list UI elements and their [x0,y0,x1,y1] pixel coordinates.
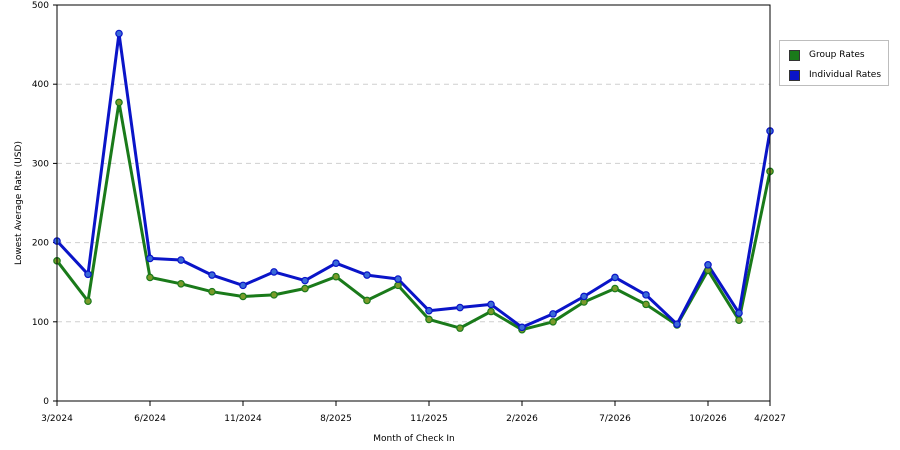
data-point-group-rates [84,297,92,306]
x-tick-label: 2/2026 [506,414,538,424]
x-tick-label: 7/2026 [599,414,631,424]
x-tick-label: 4/2027 [754,414,786,424]
data-point-group-rates [301,284,309,293]
y-tick-label: 300 [32,159,49,169]
series-line-group-rates [55,100,772,332]
data-point-individual-rates [208,271,216,279]
data-point-individual-rates [363,271,371,279]
x-axis-title: Month of Check In [373,434,455,444]
y-tick-label: 500 [32,1,49,11]
data-point-group-rates [642,300,650,309]
plot-area-frame [56,4,771,402]
data-point-individual-rates [518,323,526,332]
data-point-group-rates [394,281,402,290]
data-point-individual-rates [115,29,123,38]
data-point-group-rates [177,279,185,288]
y-tick-label: 0 [43,397,49,407]
legend: Group Rates Individual Rates [779,40,889,86]
x-tick-label: 11/2024 [224,414,262,424]
data-point-group-rates [208,287,216,296]
y-axis-ticks: 0 100 200 300 400 500 [32,1,57,407]
x-tick-label: 11/2025 [410,414,447,424]
legend-item-individual-rates: Individual Rates [789,68,881,82]
y-tick-label: 200 [32,239,49,249]
data-point-group-rates [487,307,495,316]
legend-item-group-rates: Group Rates [789,48,865,62]
data-point-group-rates [456,324,464,332]
y-tick-label: 100 [32,318,49,328]
data-point-individual-rates [611,273,619,282]
x-tick-label: 3/2024 [41,414,73,424]
legend-label-group-rates: Group Rates [809,50,865,60]
data-point-individual-rates [549,310,557,318]
data-point-group-rates [611,284,619,293]
data-point-individual-rates [580,292,588,301]
legend-label-individual-rates: Individual Rates [809,70,882,80]
data-point-group-rates [735,316,743,325]
data-point-individual-rates [642,291,650,299]
data-point-group-rates [549,317,557,326]
y-axis-title: Lowest Average Rate (USD) [14,141,24,265]
data-point-individual-rates [704,260,712,269]
y-tick-label: 400 [32,80,49,90]
data-point-group-rates [363,296,371,305]
x-tick-label: 8/2025 [320,414,352,424]
x-axis-ticks: 3/2024 6/2024 11/2024 8/2025 11/2025 2/2026 7/… [41,401,786,424]
x-tick-label: 10/2026 [689,414,727,424]
data-point-individual-rates [177,256,185,264]
legend-swatch-group-rates [789,49,800,61]
data-point-group-rates [425,315,433,324]
gridlines [57,83,770,323]
data-point-individual-rates [146,254,154,263]
data-point-individual-rates [332,259,340,267]
x-tick-label: 6/2024 [134,414,166,424]
data-point-individual-rates [425,306,433,315]
data-point-individual-rates [270,268,278,276]
legend-swatch-individual-rates [789,69,800,81]
data-point-individual-rates [84,270,92,279]
data-point-individual-rates [394,275,402,283]
data-point-individual-rates [456,303,464,312]
data-point-individual-rates [239,281,247,290]
data-point-group-rates [146,273,154,282]
series-line-individual-rates [55,32,772,329]
data-point-group-rates [332,272,340,281]
data-point-individual-rates [487,300,495,309]
data-point-individual-rates [301,276,309,285]
data-point-group-rates [270,291,278,299]
data-point-group-rates [115,98,123,107]
data-point-group-rates [239,292,247,301]
data-point-individual-rates [673,320,681,328]
data-point-individual-rates [735,309,743,317]
series-group [53,29,774,334]
